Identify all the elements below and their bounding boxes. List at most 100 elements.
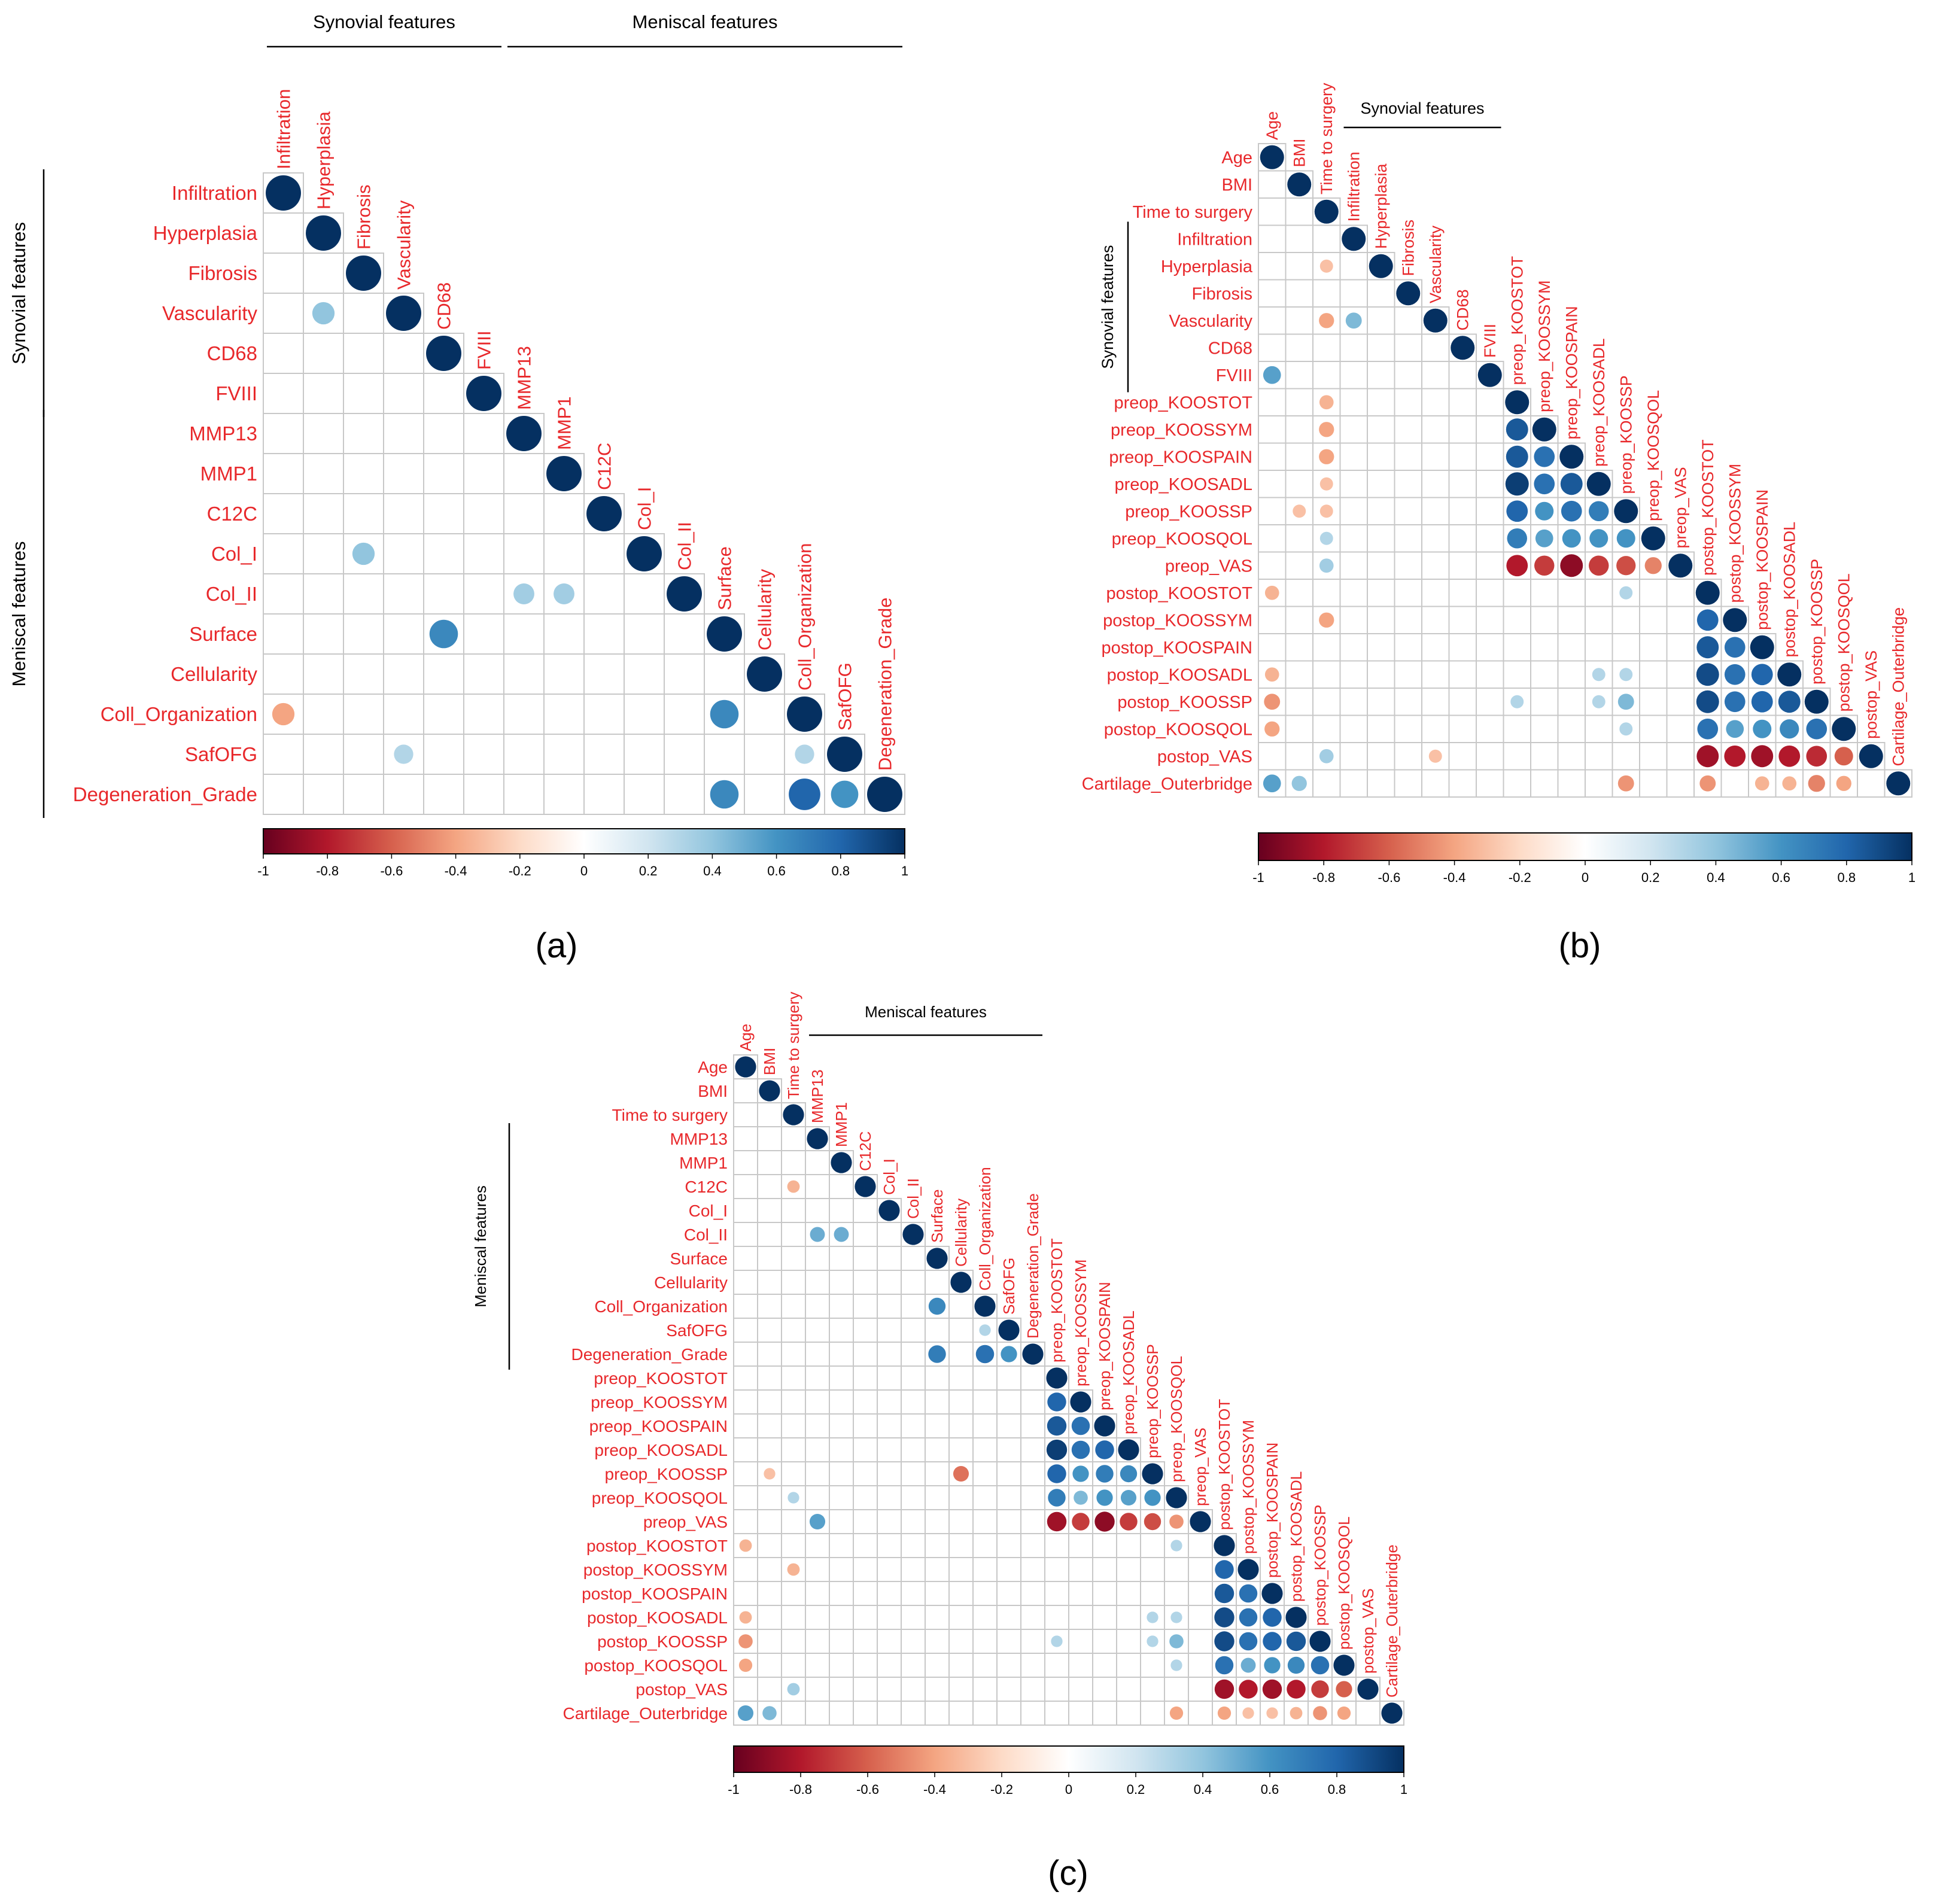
grid-cell — [948, 1365, 974, 1391]
grid-cell — [757, 1413, 782, 1438]
grid-cell — [829, 1318, 854, 1343]
grid-cell — [1020, 1461, 1045, 1486]
grid-cell — [733, 1318, 758, 1343]
grid-cell — [1339, 579, 1368, 607]
grid-cell — [877, 1485, 902, 1510]
col-label-preop-koossym: preop_KOOSSYM — [1535, 280, 1553, 412]
grid-cell — [303, 573, 344, 615]
corr-circle-diagonal-cd68 — [426, 336, 461, 371]
corr-circle-coll-organization-surface — [928, 1297, 946, 1315]
grid-cell — [263, 734, 304, 775]
corr-circle-vascularity-time-to-surgery — [1319, 313, 1334, 329]
grid-cell — [757, 1437, 782, 1462]
corr-circle-preop-koosqol-preop-koospain — [1096, 1489, 1113, 1506]
colorbar-tick-label: -0.4 — [1443, 870, 1466, 885]
row-label-coll-organization: Coll_Organization — [101, 703, 257, 725]
grid-cell — [1585, 606, 1613, 634]
grid-cell — [1068, 1677, 1093, 1702]
grid-cell — [805, 1150, 830, 1175]
grid-cell — [1367, 306, 1395, 335]
corr-circle-diagonal-postop-koossym — [1237, 1559, 1259, 1580]
grid-cell — [1367, 688, 1395, 716]
row-label-time-to-surgery: Time to surgery — [612, 1106, 728, 1124]
row-label-cd68: CD68 — [207, 342, 257, 364]
col-label-mmp1: MMP1 — [832, 1102, 850, 1147]
corr-circle-diagonal-postop-koosadl — [1777, 662, 1802, 687]
grid-cell — [624, 774, 665, 815]
corr-circle-postop-koossp-age — [738, 1634, 753, 1648]
grid-cell — [901, 1389, 926, 1415]
corr-circle-preop-koosadl-preop-koostot — [1505, 472, 1529, 496]
grid-cell — [1339, 714, 1368, 743]
colorbar-tick-label: -1 — [728, 1782, 740, 1797]
grid-cell — [877, 1677, 902, 1702]
grid-cell — [1448, 660, 1477, 689]
corr-circle-preop-koosadl-preop-koossym — [1071, 1440, 1090, 1459]
grid-cell — [781, 1222, 806, 1247]
corr-circle-diagonal-preop-vas — [1190, 1511, 1211, 1532]
grid-cell — [757, 1150, 782, 1175]
corr-circle-col-ii-mmp13 — [810, 1227, 825, 1242]
grid-cell — [343, 774, 384, 815]
grid-cell — [1258, 333, 1287, 362]
grid-cell — [303, 333, 344, 374]
grid-cell — [781, 1126, 806, 1151]
grid-cell — [781, 1461, 806, 1486]
col-label-vascularity: Vascularity — [393, 200, 414, 290]
colorbar-tick-label: 0.4 — [1194, 1782, 1212, 1797]
corr-circle-diagonal-mmp13 — [506, 416, 542, 451]
grid-cell — [664, 694, 705, 735]
grid-cell — [1068, 1533, 1093, 1558]
grid-cell — [1394, 769, 1422, 798]
grid-cell — [805, 1677, 830, 1702]
grid-cell — [1421, 633, 1450, 662]
grid-cell — [1367, 524, 1395, 553]
grid-cell — [503, 453, 545, 494]
corr-circle-diagonal-infiltration — [266, 175, 301, 211]
corr-circle-postop-koossym-time-to-surgery — [787, 1563, 800, 1576]
corr-circle-diagonal-surface — [707, 616, 742, 652]
row-label-time-to-surgery: Time to surgery — [1133, 203, 1253, 222]
grid-cell — [901, 1605, 926, 1630]
corr-circle-diagonal-postop-vas — [1859, 744, 1883, 768]
grid-cell — [303, 533, 344, 574]
grid-cell — [543, 493, 585, 534]
grid-cell — [757, 1174, 782, 1199]
row-label-postop-koossp: postop_KOOSSP — [1117, 693, 1252, 712]
corr-circle-diagonal-hyperplasia — [306, 215, 341, 251]
grid-cell — [877, 1389, 902, 1415]
grid-cell — [877, 1294, 902, 1319]
grid-cell — [263, 413, 304, 454]
grid-cell — [829, 1557, 854, 1582]
grid-cell — [1421, 415, 1450, 444]
corr-circle-preop-vas-preop-koossp — [1144, 1513, 1161, 1531]
grid-cell — [805, 1557, 830, 1582]
grid-cell — [877, 1318, 902, 1343]
corr-circle-postop-koosadl-preop-koosadl — [1592, 668, 1606, 682]
grid-cell — [543, 734, 585, 775]
colorbar-tick-label: 0.2 — [1127, 1782, 1145, 1797]
grid-cell — [1092, 1533, 1117, 1558]
corr-circle-postop-koosadl-postop-koospain — [1263, 1608, 1282, 1627]
corr-circle-preop-koossym-preop-koostot — [1047, 1392, 1066, 1412]
col-label-postop-koossp: postop_KOOSSP — [1808, 559, 1826, 685]
col-label-surface: Surface — [714, 546, 735, 610]
grid-cell — [1285, 688, 1313, 716]
grid-cell — [877, 1365, 902, 1391]
col-label-preop-koosadl: preop_KOOSADL — [1590, 338, 1608, 467]
grid-cell — [901, 1437, 926, 1462]
grid-cell — [263, 613, 304, 655]
grid-cell — [423, 533, 464, 574]
grid-cell — [901, 1677, 926, 1702]
row-label-hyperplasia: Hyperplasia — [1161, 257, 1253, 276]
corr-circle-diagonal-c12c — [586, 496, 622, 531]
grid-cell — [877, 1246, 902, 1271]
grid-cell — [733, 1413, 758, 1438]
grid-cell — [948, 1437, 974, 1462]
grid-cell — [1421, 470, 1450, 498]
col-label-time-to-surgery: Time to surgery — [1318, 83, 1336, 194]
grid-cell — [303, 653, 344, 695]
grid-cell — [781, 1365, 806, 1391]
grid-cell — [744, 694, 785, 735]
grid-cell — [1068, 1557, 1093, 1582]
